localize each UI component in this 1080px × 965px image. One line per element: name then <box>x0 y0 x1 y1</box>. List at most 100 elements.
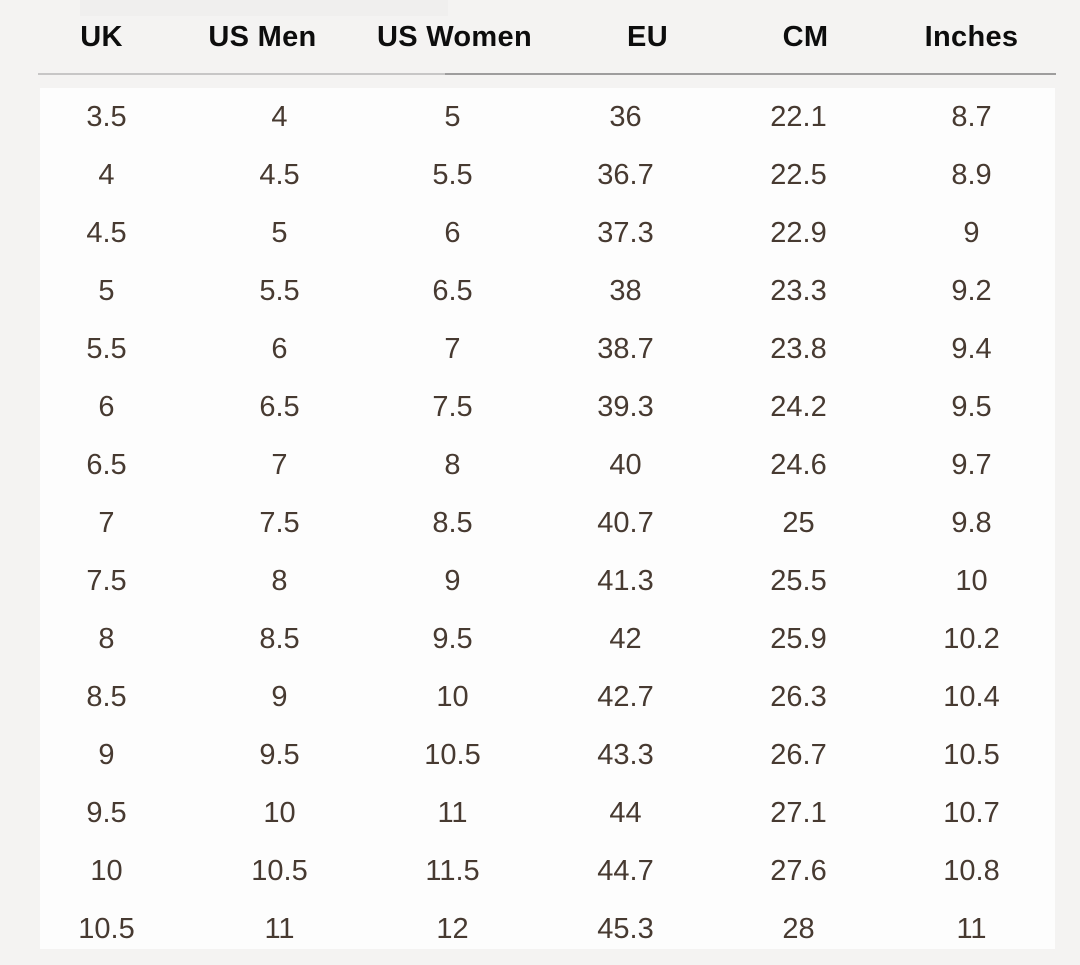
table-cell: 44 <box>609 796 642 829</box>
table-background <box>40 88 1055 949</box>
table-cell: 10.5 <box>251 854 308 887</box>
table-cell: 9.5 <box>259 738 300 771</box>
table-cell: 41.3 <box>597 564 654 597</box>
table-cell: 7 <box>98 506 115 539</box>
table-cell: 10.8 <box>943 854 1000 887</box>
table-cell: 42 <box>609 622 642 655</box>
table-cell: 25.9 <box>770 622 827 655</box>
table-cell: 24.6 <box>770 448 827 481</box>
table-cell: 25 <box>782 506 815 539</box>
table-cell: 9.2 <box>951 274 992 307</box>
table-cell: 26.3 <box>770 680 827 713</box>
table-cell: 23.3 <box>770 274 827 307</box>
column-header-eu: EU <box>627 20 668 53</box>
table-cell: 25.5 <box>770 564 827 597</box>
table-cell: 10 <box>263 796 296 829</box>
table-row: 3.5 4 5 36 22.1 8.7 <box>20 88 1058 146</box>
table-cell: 9 <box>444 564 461 597</box>
table-cell: 8.9 <box>951 158 992 191</box>
table-cell: 10.5 <box>78 912 135 945</box>
table-cell: 5 <box>444 100 461 133</box>
column-header-us-men: US Men <box>208 20 317 53</box>
table-cell: 10.5 <box>424 738 481 771</box>
table-cell: 40 <box>609 448 642 481</box>
table-row: 9.5 10 11 44 27.1 10.7 <box>20 784 1058 842</box>
table-cell: 9 <box>98 738 115 771</box>
table-row: 4 4.5 5.5 36.7 22.5 8.9 <box>20 146 1058 204</box>
table-row: 5.5 6 7 38.7 23.8 9.4 <box>20 320 1058 378</box>
table-cell: 26.7 <box>770 738 827 771</box>
table-cell: 9.7 <box>951 448 992 481</box>
table-cell: 38.7 <box>597 332 654 365</box>
table-cell: 5.5 <box>432 158 473 191</box>
table-row: 7.5 8 9 41.3 25.5 10 <box>20 552 1058 610</box>
table-cell: 10 <box>90 854 123 887</box>
table-cell: 9 <box>963 216 980 249</box>
table-row: 6 6.5 7.5 39.3 24.2 9.5 <box>20 378 1058 436</box>
table-cell: 11 <box>437 796 468 829</box>
table-row: 8 8.5 9.5 42 25.9 10.2 <box>20 610 1058 668</box>
column-header-cm: CM <box>782 20 829 53</box>
table-cell: 40.7 <box>597 506 654 539</box>
table-cell: 4.5 <box>86 216 127 249</box>
table-cell: 27.1 <box>770 796 827 829</box>
table-cell: 10.7 <box>943 796 1000 829</box>
table-cell: 11.5 <box>425 854 480 887</box>
table-cell: 6 <box>271 332 288 365</box>
table-cell: 28 <box>782 912 815 945</box>
column-header-inches: Inches <box>924 20 1019 53</box>
table-cell: 8.5 <box>86 680 127 713</box>
table-cell: 9.5 <box>951 390 992 423</box>
table-cell: 27.6 <box>770 854 827 887</box>
table-cell: 36.7 <box>597 158 654 191</box>
table-cell: 7.5 <box>86 564 127 597</box>
table-cell: 9.8 <box>951 506 992 539</box>
table-cell: 8.5 <box>432 506 473 539</box>
table-cell: 8.5 <box>259 622 300 655</box>
table-cell: 4.5 <box>259 158 300 191</box>
table-header-row: UK US Men US Women EU CM Inches <box>20 0 1058 74</box>
header-divider <box>38 73 1056 75</box>
table-row: 6.5 7 8 40 24.6 9.7 <box>20 436 1058 494</box>
table-cell: 12 <box>436 912 469 945</box>
table-cell: 7.5 <box>259 506 300 539</box>
table-cell: 11 <box>264 912 295 945</box>
table-cell: 23.8 <box>770 332 827 365</box>
table-cell: 8.7 <box>951 100 992 133</box>
table-cell: 42.7 <box>597 680 654 713</box>
table-cell: 10 <box>436 680 469 713</box>
table-cell: 10.4 <box>943 680 1000 713</box>
table-row: 9 9.5 10.5 43.3 26.7 10.5 <box>20 726 1058 784</box>
column-header-uk: UK <box>80 20 123 53</box>
table-cell: 38 <box>609 274 642 307</box>
table-cell: 10.5 <box>943 738 1000 771</box>
table-cell: 24.2 <box>770 390 827 423</box>
table-cell: 3.5 <box>86 100 127 133</box>
table-row: 7 7.5 8.5 40.7 25 9.8 <box>20 494 1058 552</box>
table-cell: 8 <box>444 448 461 481</box>
table-cell: 11 <box>956 912 987 945</box>
table-cell: 9.5 <box>86 796 127 829</box>
table-cell: 22.9 <box>770 216 827 249</box>
table-cell: 6.5 <box>259 390 300 423</box>
table-cell: 6 <box>98 390 115 423</box>
table-body: 3.5 4 5 36 22.1 8.7 4 4.5 5.5 36.7 22.5 8.9 4.5 5 6 37.… <box>20 88 1058 958</box>
table-row: 5 5.5 6.5 38 23.3 9.2 <box>20 262 1058 320</box>
table-cell: 5.5 <box>86 332 127 365</box>
table-cell: 45.3 <box>597 912 654 945</box>
table-row: 10.5 11 12 45.3 28 11 <box>20 900 1058 958</box>
table-cell: 5 <box>271 216 288 249</box>
table-cell: 7 <box>271 448 288 481</box>
table-cell: 5.5 <box>259 274 300 307</box>
top-highlight-strip <box>80 0 448 16</box>
column-header-us-women: US Women <box>377 20 532 53</box>
table-cell: 37.3 <box>597 216 654 249</box>
table-cell: 6.5 <box>432 274 473 307</box>
table-cell: 4 <box>271 100 288 133</box>
table-cell: 8 <box>98 622 115 655</box>
table-cell: 5 <box>98 274 115 307</box>
table-cell: 6 <box>444 216 461 249</box>
table-row: 4.5 5 6 37.3 22.9 9 <box>20 204 1058 262</box>
table-cell: 10 <box>955 564 988 597</box>
